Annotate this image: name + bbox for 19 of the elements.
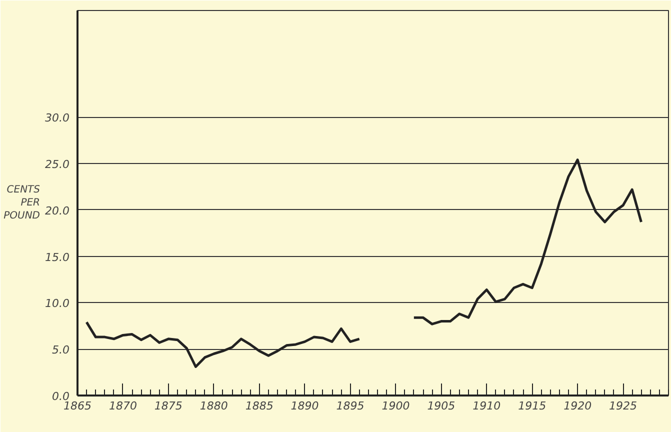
x-tick-label: 1870 xyxy=(108,400,137,412)
x-tick-label: 1915 xyxy=(518,400,546,412)
x-tick-label: 1875 xyxy=(154,400,182,412)
x-tick-label: 1925 xyxy=(609,400,638,412)
x-tick-label: 1890 xyxy=(290,400,319,412)
x-tick-label: 1905 xyxy=(427,400,456,412)
y-tick-label: 10.0 xyxy=(45,297,70,310)
y-axis-title: CENTS PER POUND xyxy=(4,184,41,222)
x-tick-label: 1880 xyxy=(200,400,228,412)
y-tick-label: 25.0 xyxy=(45,158,70,172)
y-tick-label: 30.0 xyxy=(45,112,70,125)
x-tick-label: 1885 xyxy=(245,400,274,412)
y-tick-label: 20.0 xyxy=(45,204,70,218)
x-tick-label: 1895 xyxy=(336,400,364,412)
y-tick-label: 5.0 xyxy=(52,344,70,357)
x-tick-label: 1900 xyxy=(382,400,410,412)
x-tick-label: 1910 xyxy=(472,400,501,412)
x-tick-label: 1920 xyxy=(564,400,592,412)
y-tick-label: 15.0 xyxy=(45,250,70,264)
